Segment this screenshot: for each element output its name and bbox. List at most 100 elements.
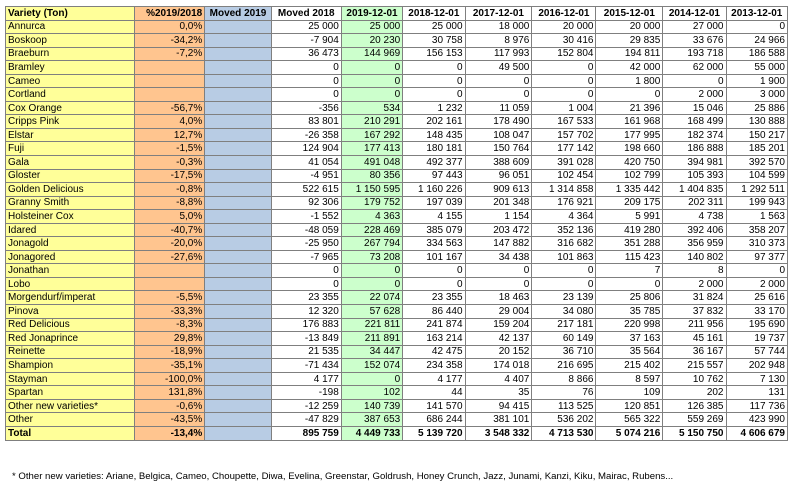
cell-moved-2019	[204, 19, 272, 35]
cell-2015-12-01: 161 968	[595, 114, 664, 129]
table-row: Morgendurf/imperat -5,5% 23 355 22 074 23 35…	[4, 290, 788, 306]
cell-2019-12-01: 267 794	[340, 236, 404, 251]
cell-2014-12-01: 62 000	[662, 60, 727, 75]
cell-2019-12-01: 0	[340, 276, 404, 292]
cell-moved-2019	[204, 114, 272, 129]
cell-moved-2019	[204, 209, 272, 224]
cell-2013-12-01: 117 736	[725, 398, 788, 414]
cell-2015-12-01: 351 288	[595, 236, 664, 251]
cell-2018-12-01: 1 160 226	[402, 182, 466, 197]
cell-2015-12-01: 420 750	[595, 155, 664, 170]
cell-2014-12-01: 4 738	[662, 209, 727, 224]
cell-2019-12-01: 534	[340, 100, 404, 116]
cell-moved-2019	[204, 371, 272, 387]
cell-2013-12-01: 2 000	[725, 276, 788, 292]
cell-2016-12-01: 0	[531, 276, 597, 292]
cell-2013-12-01: 4 606 679	[725, 425, 788, 441]
cell-variety: Gloster	[4, 168, 136, 184]
cell-2015-12-01: 8 597	[595, 371, 664, 387]
cell-moved-2019	[204, 249, 272, 265]
table-row: Jonathan 0 0 0 0 0 7 8 0	[4, 263, 788, 278]
header-2013-12-01: 2013-12-01	[725, 6, 788, 21]
cell-2015-12-01: 29 835	[595, 33, 664, 48]
cell-moved-2018: -12 259	[270, 398, 342, 414]
cell-variety: Cox Orange	[4, 100, 136, 116]
cell-2014-12-01: 186 888	[662, 141, 727, 156]
cell-2017-12-01: 4 407	[464, 371, 533, 387]
header-2017-12-01: 2017-12-01	[464, 6, 533, 21]
cell-2019-12-01: 25 000	[340, 19, 404, 35]
cell-2013-12-01: 199 943	[725, 195, 788, 211]
cell-2013-12-01: 104 599	[725, 168, 788, 184]
cell-moved-2019	[204, 398, 272, 414]
cell-2017-12-01: 3 548 332	[464, 425, 533, 441]
cell-2015-12-01: 115 423	[595, 249, 664, 265]
cell-2019-12-01: 0	[340, 263, 404, 278]
cell-2014-12-01: 202	[662, 385, 727, 400]
cell-2015-12-01: 565 322	[595, 412, 664, 427]
cell-2013-12-01: 185 201	[725, 141, 788, 156]
cell-2016-12-01: 20 000	[531, 19, 597, 35]
cell-2019-12-01: 177 413	[340, 141, 404, 156]
cell-variety: Shampion	[4, 358, 136, 373]
cell-2013-12-01: 1 292 511	[725, 182, 788, 197]
cell-2016-12-01: 0	[531, 263, 597, 278]
cell-2016-12-01: 60 149	[531, 331, 597, 346]
cell-pct: 5,0%	[134, 209, 206, 224]
cell-pct	[134, 60, 206, 75]
cell-2018-12-01: 163 214	[402, 331, 466, 346]
cell-pct: -34,2%	[134, 33, 206, 48]
cell-variety: Stayman	[4, 371, 136, 387]
cell-2016-12-01: 102 454	[531, 168, 597, 184]
cell-2018-12-01: 1 232	[402, 100, 466, 116]
cell-2013-12-01: 358 207	[725, 222, 788, 238]
cell-2016-12-01: 167 533	[531, 114, 597, 129]
cell-2015-12-01: 5 991	[595, 209, 664, 224]
cell-variety: Jonagored	[4, 249, 136, 265]
cell-moved-2018: 41 054	[270, 155, 342, 170]
header-2015-12-01: 2015-12-01	[595, 6, 664, 21]
cell-2018-12-01: 42 475	[402, 344, 466, 360]
cell-variety: Lobo	[4, 276, 136, 292]
cell-variety: Red Jonaprince	[4, 331, 136, 346]
cell-variety: Elstar	[4, 127, 136, 143]
cell-2017-12-01: 49 500	[464, 60, 533, 75]
cell-pct: 29,8%	[134, 331, 206, 346]
cell-2019-12-01: 144 969	[340, 46, 404, 62]
cell-2018-12-01: 5 139 720	[402, 425, 466, 441]
cell-2017-12-01: 18 000	[464, 19, 533, 35]
cell-variety: Cortland	[4, 87, 136, 102]
cell-2017-12-01: 1 154	[464, 209, 533, 224]
cell-2019-12-01: 4 363	[340, 209, 404, 224]
cell-2014-12-01: 215 557	[662, 358, 727, 373]
cell-pct: -27,6%	[134, 249, 206, 265]
cell-2018-12-01: 4 155	[402, 209, 466, 224]
cell-2014-12-01: 8	[662, 263, 727, 278]
header-2014-12-01: 2014-12-01	[662, 6, 727, 21]
cell-variety: Gala	[4, 155, 136, 170]
cell-2013-12-01: 1 900	[725, 73, 788, 89]
cell-2016-12-01: 176 921	[531, 195, 597, 211]
table-row: Red Delicious -8,3% 176 883 221 811 241 874 1…	[4, 317, 788, 333]
cell-2016-12-01: 0	[531, 87, 597, 102]
cell-2014-12-01: 37 832	[662, 304, 727, 319]
cell-moved-2018: 83 801	[270, 114, 342, 129]
cell-2018-12-01: 0	[402, 73, 466, 89]
cell-2018-12-01: 234 358	[402, 358, 466, 373]
cell-2016-12-01: 34 080	[531, 304, 597, 319]
cell-variety: Fuji	[4, 141, 136, 156]
cell-2014-12-01: 27 000	[662, 19, 727, 35]
cell-variety: Pinova	[4, 304, 136, 319]
cell-2019-12-01: 1 150 595	[340, 182, 404, 197]
cell-2013-12-01: 3 000	[725, 87, 788, 102]
table-row: Granny Smith -8,8% 92 306 179 752 197 039 201…	[4, 195, 788, 211]
apple-stock-table: Variety (Ton) %2019/2018 Moved 2019 Move…	[4, 6, 788, 441]
cell-pct: -5,5%	[134, 290, 206, 306]
cell-2013-12-01: 392 570	[725, 155, 788, 170]
cell-moved-2019	[204, 236, 272, 251]
table-row: Braeburn -7,2% 36 473 144 969 156 153 117 993…	[4, 46, 788, 62]
table-row: Reinette -18,9% 21 535 34 447 42 475 20 152 36…	[4, 344, 788, 360]
cell-2019-12-01: 0	[340, 371, 404, 387]
table-row: Jonagold -20,0% -25 950 267 794 334 563 147 8…	[4, 236, 788, 251]
header-moved-2018: Moved 2018	[270, 6, 342, 21]
